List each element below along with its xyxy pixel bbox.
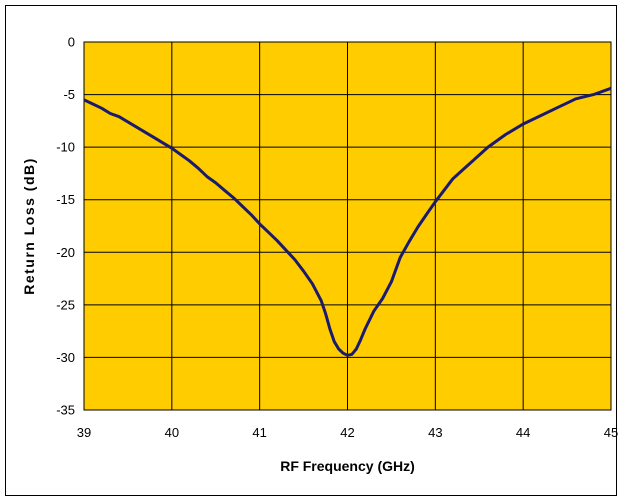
grid-lines [83, 41, 612, 411]
return-loss-chart: 0 -5 -10 -15 -20 -25 -30 -35 39 40 41 42 43 44 45 RF … [21, 35, 618, 475]
x-tick-label: 43 [428, 425, 442, 440]
return-loss-series-line [83, 86, 612, 357]
x-tick-label: 42 [340, 425, 354, 440]
y-tick-label: -25 [56, 297, 75, 312]
y-tick-label: -30 [56, 350, 75, 365]
x-tick-label: 40 [165, 425, 179, 440]
y-tick-label: -5 [63, 87, 75, 102]
y-tick-label: 0 [68, 35, 75, 50]
y-tick-label: -10 [56, 140, 75, 155]
x-tick-label: 45 [604, 425, 618, 440]
y-tick-labels: 0 -5 -10 -15 -20 -25 -30 -35 [56, 35, 75, 418]
x-tick-label: 39 [77, 425, 91, 440]
x-tick-label: 41 [252, 425, 266, 440]
y-tick-label: -20 [56, 245, 75, 260]
y-tick-label: -35 [56, 403, 75, 418]
x-axis-title: RF Frequency (GHz) [280, 458, 415, 474]
x-tick-label: 44 [516, 425, 530, 440]
y-axis-title: Return Loss (dB) [21, 157, 37, 295]
y-tick-label: -15 [56, 192, 75, 207]
x-tick-labels: 39 40 41 42 43 44 45 [77, 425, 618, 440]
chart-frame: 0 -5 -10 -15 -20 -25 -30 -35 39 40 41 42 43 44 45 RF … [5, 5, 618, 496]
